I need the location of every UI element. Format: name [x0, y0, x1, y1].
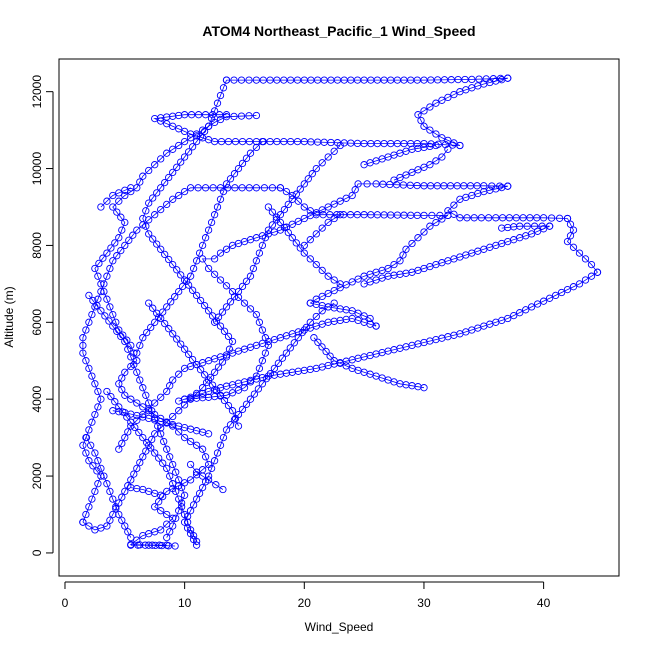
x-tick-label: 20 [298, 596, 312, 610]
y-tick-label: 6000 [30, 309, 44, 336]
y-tick-label: 12000 [30, 75, 44, 109]
y-tick-label: 0 [30, 549, 44, 556]
y-tick-label: 10000 [30, 152, 44, 186]
x-axis-label: Wind_Speed [305, 620, 374, 634]
y-axis-label: Altitude (m) [2, 286, 16, 347]
x-tick-label: 0 [62, 596, 69, 610]
chart-title: ATOM4 Northeast_Pacific_1 Wind_Speed [202, 23, 475, 39]
y-tick-label: 2000 [30, 462, 44, 489]
x-tick-label: 30 [417, 596, 431, 610]
y-tick-label: 8000 [30, 232, 44, 259]
x-tick-label: 10 [178, 596, 192, 610]
y-tick-label: 4000 [30, 386, 44, 413]
x-tick-label: 40 [537, 596, 551, 610]
